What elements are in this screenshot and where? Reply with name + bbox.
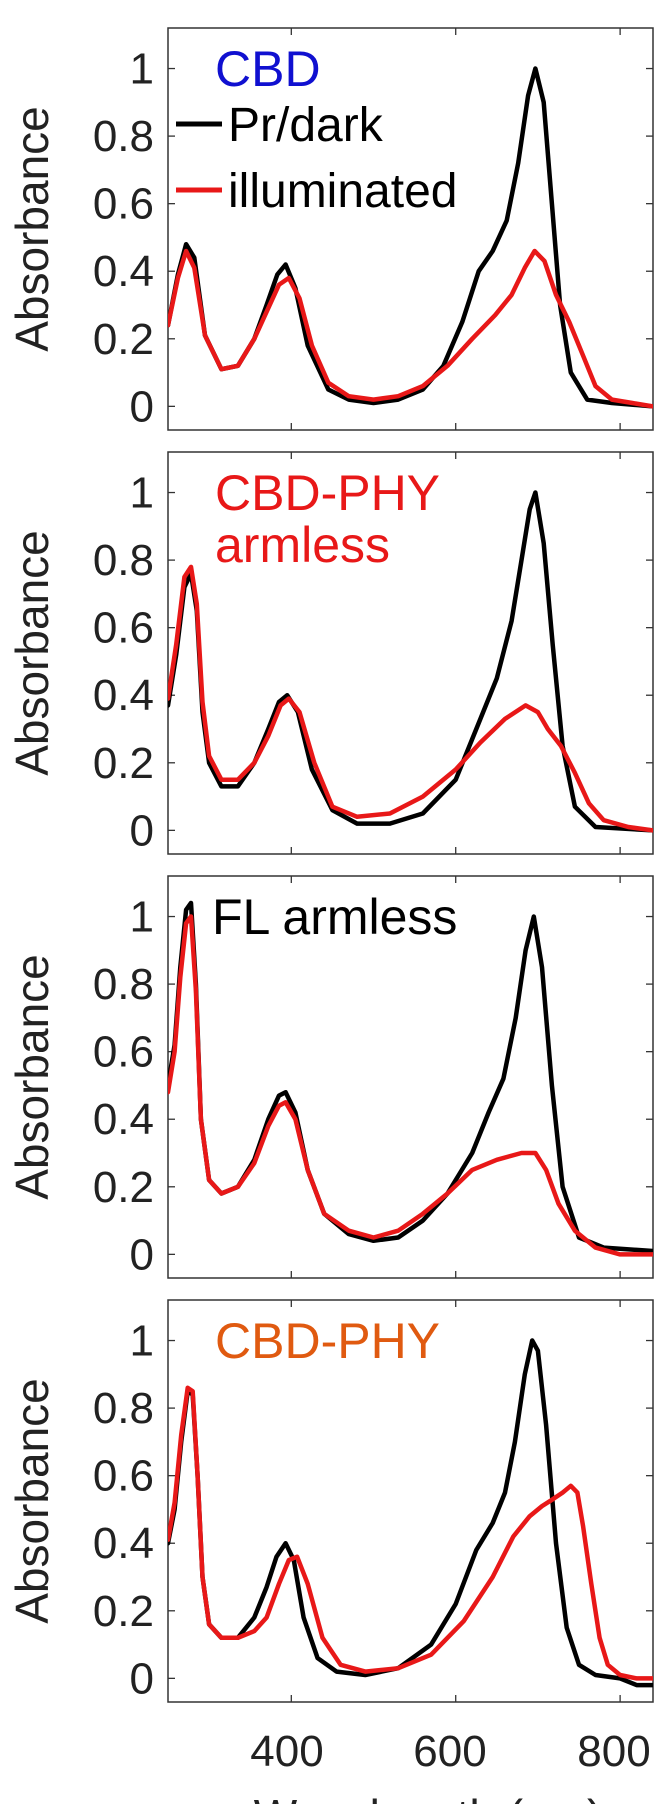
y-tick-label: 0.8 — [93, 960, 154, 1009]
x-tick-label: 400 — [250, 1727, 323, 1776]
panel-label: armless — [215, 517, 390, 573]
y-tick-label: 0 — [130, 1654, 154, 1703]
panel-label: CBD — [215, 41, 321, 97]
series-line-illuminated — [168, 564, 653, 833]
x-axis: 400 600 800 Wavelength (nm) — [250, 1727, 650, 1804]
series-line-pr-dark — [168, 900, 653, 1254]
x-tick-label: 800 — [577, 1727, 650, 1776]
y-tick-label: 0.4 — [93, 247, 154, 296]
y-tick-label: 0 — [130, 1230, 154, 1279]
legend-entry: illuminated — [228, 165, 457, 218]
y-tick-label: 0.8 — [93, 1384, 154, 1433]
series-line-illuminated — [168, 1385, 653, 1681]
plot-frame — [167, 27, 654, 431]
y-tick-label: 0.2 — [93, 1587, 154, 1636]
y-tick-label: 0.2 — [93, 315, 154, 364]
y-axis-title: Absorbance — [6, 1378, 58, 1624]
y-tick-label: 0.2 — [93, 1163, 154, 1212]
y-axis-title: Absorbance — [6, 106, 58, 352]
y-tick-label: 0.6 — [93, 180, 154, 229]
legend-entry: Pr/dark — [228, 99, 384, 152]
series-line-illuminated — [168, 248, 653, 409]
plot-frame — [167, 451, 654, 855]
y-tick-label: 0.8 — [93, 536, 154, 585]
y-tick-label: 1 — [130, 469, 154, 518]
y-tick-label: 0.8 — [93, 112, 154, 161]
y-tick-label: 0.4 — [93, 1519, 154, 1568]
series-line-illuminated — [168, 914, 653, 1257]
chart-panel-4: 0 0.2 0.4 0.6 0.8 1 Absorbance CBD-PHY — [6, 1299, 654, 1703]
panel-label: CBD-PHY — [215, 1313, 440, 1369]
y-tick-label: 0.6 — [93, 604, 154, 653]
y-axis-title: Absorbance — [6, 954, 58, 1200]
y-tick-label: 0.6 — [93, 1452, 154, 1501]
y-tick-label: 1 — [130, 1317, 154, 1366]
y-tick-label: 0 — [130, 806, 154, 855]
panel-label: FL armless — [212, 889, 457, 945]
plot-frame — [167, 1299, 654, 1703]
y-tick-label: 0.2 — [93, 739, 154, 788]
y-tick-label: 1 — [130, 893, 154, 942]
y-tick-label: 0.4 — [93, 1095, 154, 1144]
y-tick-label: 0.4 — [93, 671, 154, 720]
y-tick-label: 0.6 — [93, 1028, 154, 1077]
x-axis-title: Wavelength (nm) — [254, 1790, 603, 1804]
chart-panel-3: 0 0.2 0.4 0.6 0.8 1 Absorbance FL armless — [6, 875, 654, 1279]
y-tick-label: 0 — [130, 382, 154, 431]
x-tick-label: 600 — [413, 1727, 486, 1776]
y-tick-label: 1 — [130, 45, 154, 94]
y-axis-title: Absorbance — [6, 530, 58, 776]
panel-label: CBD-PHY — [215, 465, 440, 521]
